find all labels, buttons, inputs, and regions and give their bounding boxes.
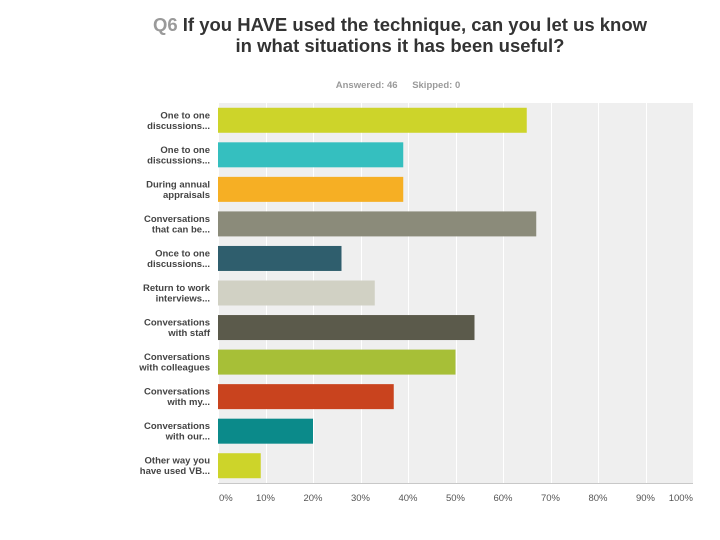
bar — [218, 107, 527, 133]
x-tick-label: 80% — [588, 493, 608, 504]
bar — [218, 418, 313, 444]
answered-count: Answered: 46 — [335, 80, 398, 91]
category-label: Conversations with staff — [144, 318, 211, 340]
bar — [218, 142, 404, 168]
category-label: During annual appraisals — [146, 179, 210, 201]
chart-title: Q6 If you HAVE used the technique, can y… — [150, 14, 650, 56]
x-tick-label: 60% — [493, 493, 513, 504]
bar — [218, 280, 375, 306]
category-label: One to one discussions... — [147, 145, 210, 167]
x-tick-label: 10% — [256, 493, 276, 504]
bar — [218, 245, 342, 271]
response-stats: Answered: 46 Skipped: 0 — [218, 80, 578, 91]
x-tick-label: 70% — [541, 493, 561, 504]
x-tick-label: 40% — [398, 493, 418, 504]
bar — [218, 315, 475, 341]
bar — [218, 176, 404, 202]
category-label: Conversations that can be... — [144, 214, 210, 236]
category-label: Other way you have used VB... — [140, 456, 210, 478]
question-number: Q6 — [152, 14, 178, 35]
x-tick-label: 90% — [636, 493, 656, 504]
category-label: Once to one discussions... — [147, 248, 210, 270]
category-label: One to one discussions... — [147, 110, 210, 131]
bar — [218, 349, 456, 375]
category-label: Conversations with colleagues — [138, 352, 210, 374]
bar — [218, 384, 394, 410]
category-label: Conversations with my... — [144, 387, 210, 409]
x-tick-label: 20% — [303, 493, 323, 504]
question-text: If you HAVE used the technique, can you … — [182, 14, 648, 56]
x-tick-label: 0% — [219, 493, 233, 504]
x-tick-label: 100% — [669, 493, 694, 504]
bar — [218, 211, 537, 237]
x-tick-label: 30% — [351, 493, 371, 504]
x-tick-label: 50% — [446, 493, 466, 504]
category-label: Return to work interviews... — [143, 283, 211, 305]
skipped-count: Skipped: 0 — [412, 80, 461, 91]
bar — [218, 453, 261, 479]
category-label: Conversations with our... — [144, 421, 210, 443]
